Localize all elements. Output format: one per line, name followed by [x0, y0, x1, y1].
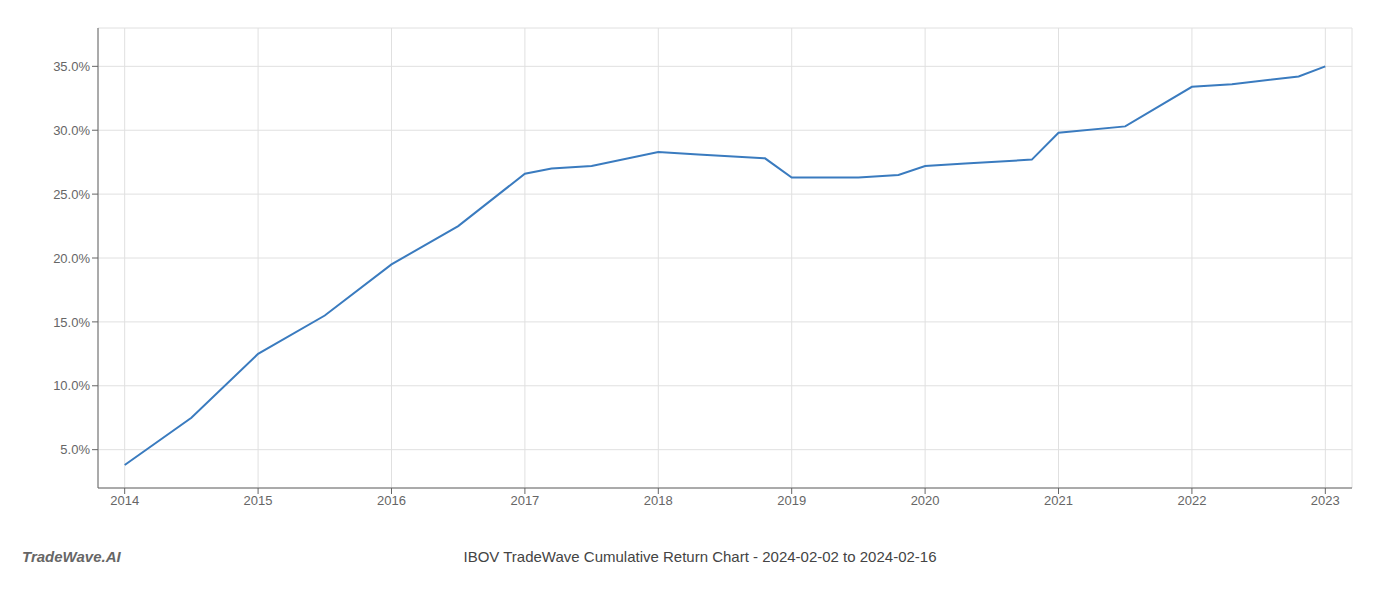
svg-text:15.0%: 15.0% — [53, 315, 90, 330]
svg-text:2015: 2015 — [244, 493, 273, 508]
svg-text:2023: 2023 — [1311, 493, 1340, 508]
svg-text:2021: 2021 — [1044, 493, 1073, 508]
svg-text:25.0%: 25.0% — [53, 187, 90, 202]
svg-text:2019: 2019 — [777, 493, 806, 508]
html-text:IBOV TradeWave Cumulative Retu: IBOV TradeWave Cumulative Return Chart -… — [463, 548, 937, 565]
svg-text:2016: 2016 — [377, 493, 406, 508]
svg-text:2014: 2014 — [110, 493, 139, 508]
svg-text:20.0%: 20.0% — [53, 251, 90, 266]
svg-text:10.0%: 10.0% — [53, 378, 90, 393]
html-text:TradeWave.AI: TradeWave.AI — [22, 548, 121, 565]
svg-text:2017: 2017 — [510, 493, 539, 508]
svg-text:35.0%: 35.0% — [53, 59, 90, 74]
svg-text:2018: 2018 — [644, 493, 673, 508]
svg-text:2020: 2020 — [911, 493, 940, 508]
svg-text:30.0%: 30.0% — [53, 123, 90, 138]
svg-text:2022: 2022 — [1177, 493, 1206, 508]
svg-text:5.0%: 5.0% — [60, 442, 90, 457]
